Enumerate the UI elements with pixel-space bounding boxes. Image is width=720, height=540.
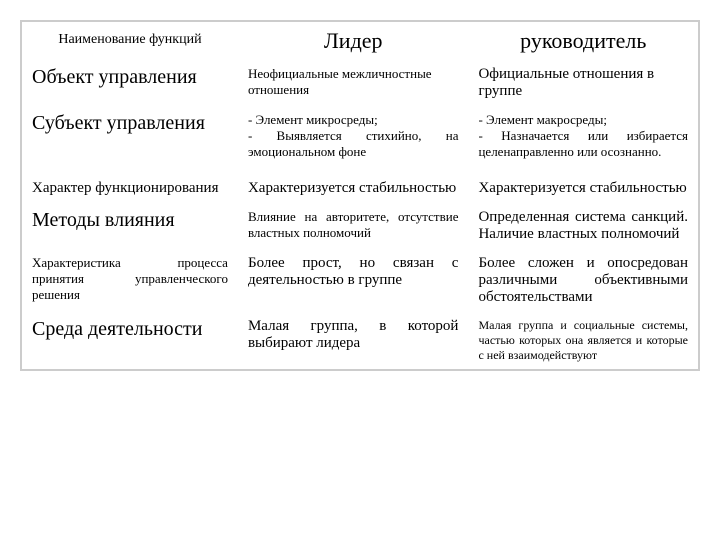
- row-leader: - Элемент микросреды; - Выявляется стихи…: [238, 106, 469, 166]
- table-row: Характеристика процесса принятия управле…: [21, 249, 699, 312]
- row-leader: Характеризуется стабильностью: [238, 166, 469, 203]
- row-label: Характеристика процесса принятия управле…: [21, 249, 238, 312]
- row-leader: Малая группа, в которой выбирают лидера: [238, 312, 469, 370]
- header-row: Наименование функций Лидер руководитель: [21, 21, 699, 60]
- row-label: Субъект управления: [21, 106, 238, 166]
- row-leader: Более прост, но связан с деятельностью в…: [238, 249, 469, 312]
- table-row: Субъект управления - Элемент микросреды;…: [21, 106, 699, 166]
- row-manager: Характеризуется стабильностью: [468, 166, 699, 203]
- table-row: Объект управления Неофициальные межлично…: [21, 60, 699, 106]
- row-leader: Влияние на авторитете, отсутствие властн…: [238, 203, 469, 249]
- row-label: Объект управления: [21, 60, 238, 106]
- comparison-table: Наименование функций Лидер руководитель …: [20, 20, 700, 371]
- row-manager: Малая группа и социальные системы, часть…: [468, 312, 699, 370]
- row-manager: Более сложен и опосредован различными об…: [468, 249, 699, 312]
- row-leader: Неофициальные межличностные отношения: [238, 60, 469, 106]
- row-label: Характер функционирования: [21, 166, 238, 203]
- header-functions: Наименование функций: [21, 21, 238, 60]
- table-row: Среда деятельности Малая группа, в котор…: [21, 312, 699, 370]
- table-row: Характер функционирования Характеризуетс…: [21, 166, 699, 203]
- row-manager: Определенная система санкций. Наличие вл…: [468, 203, 699, 249]
- row-manager: - Элемент макросреды; - Назначается или …: [468, 106, 699, 166]
- row-label: Среда деятельности: [21, 312, 238, 370]
- header-leader: Лидер: [238, 21, 469, 60]
- row-label: Методы влияния: [21, 203, 238, 249]
- table-row: Методы влияния Влияние на авторитете, от…: [21, 203, 699, 249]
- row-manager: Официальные отношения в группе: [468, 60, 699, 106]
- header-manager: руководитель: [468, 21, 699, 60]
